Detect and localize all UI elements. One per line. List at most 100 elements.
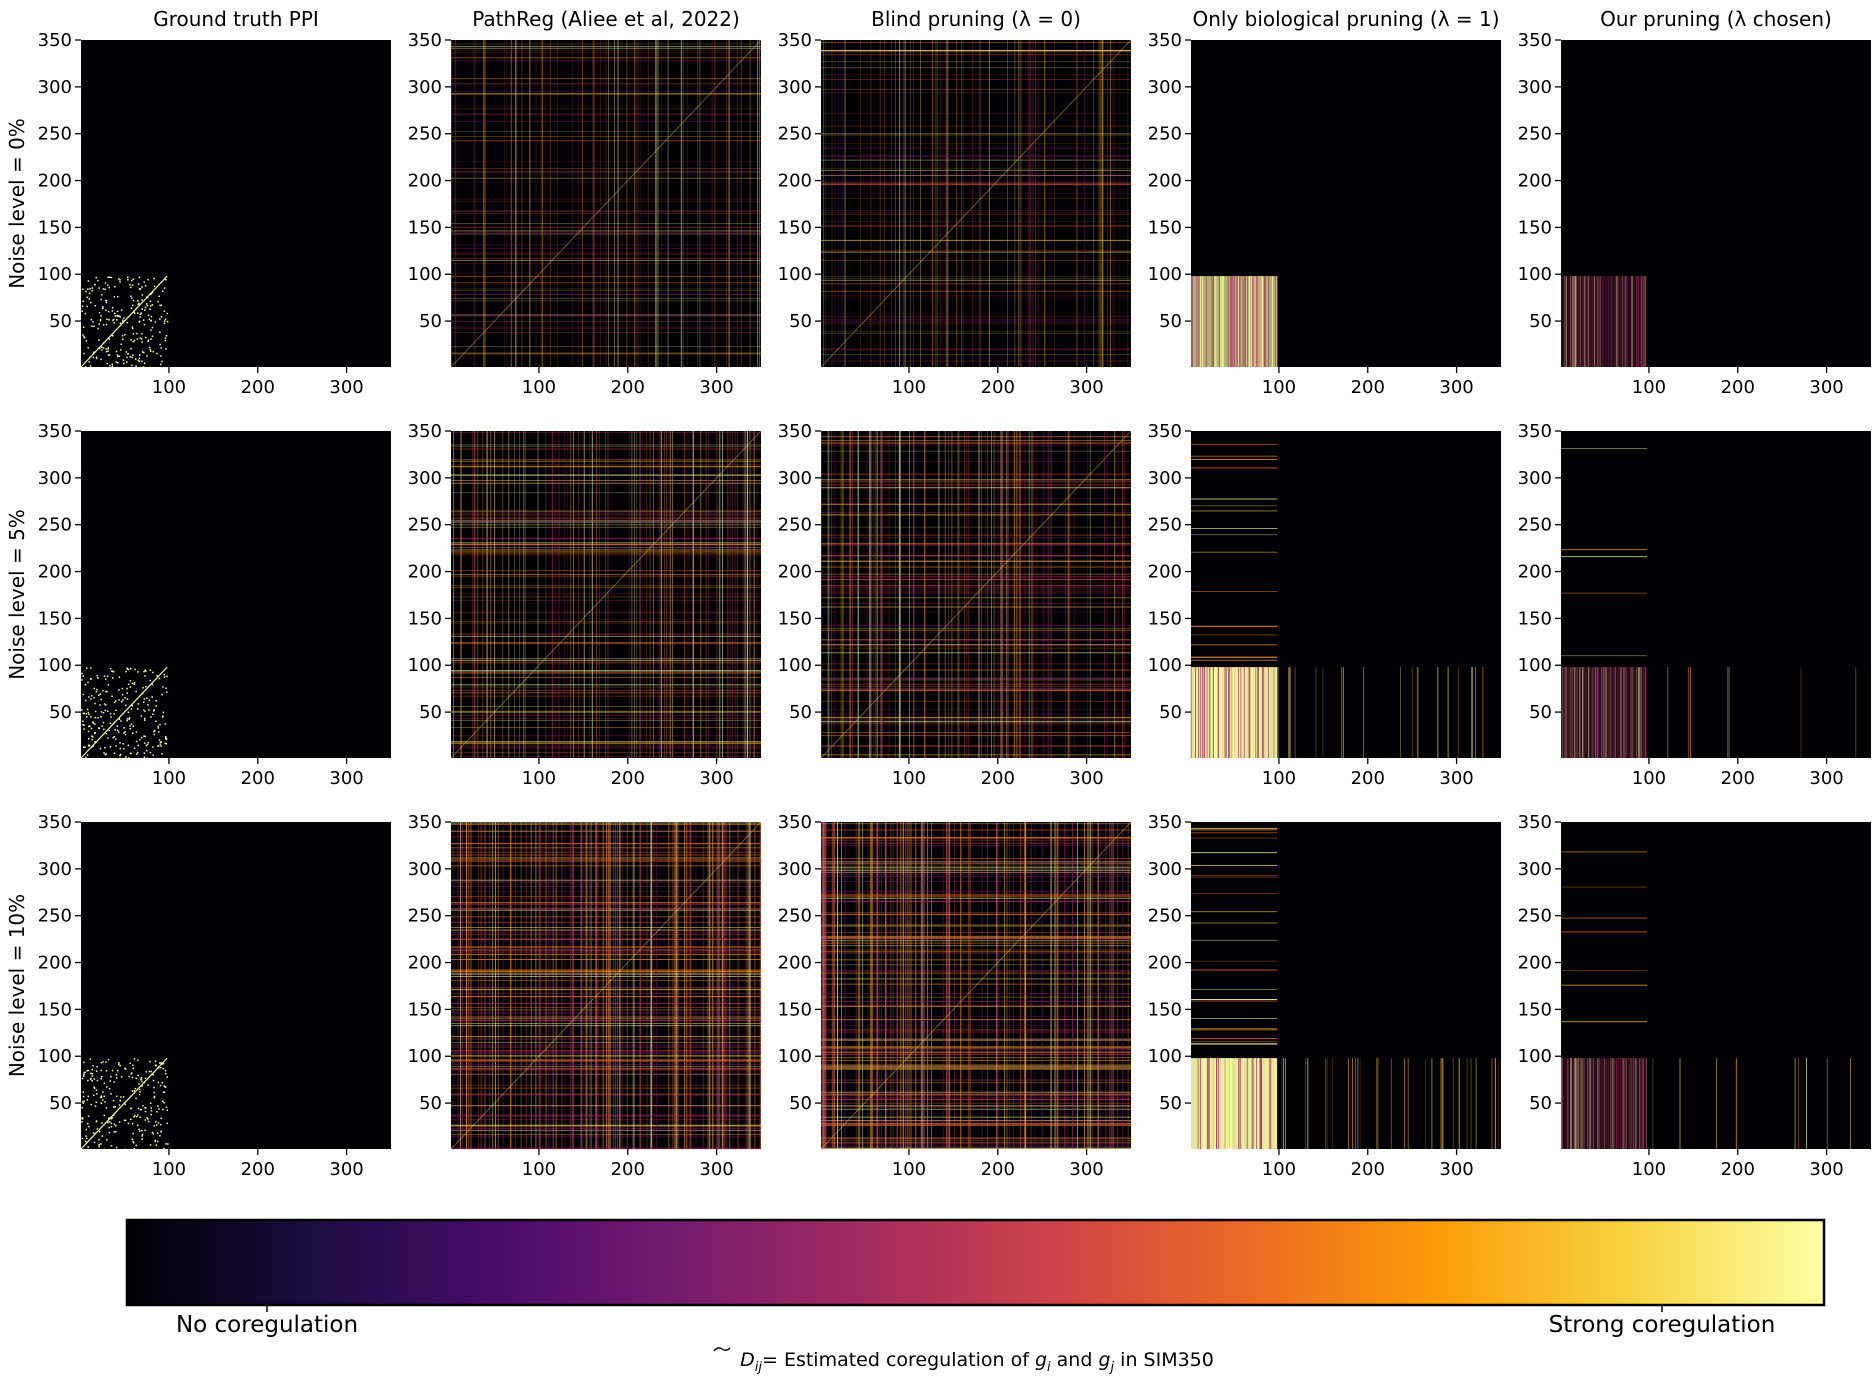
- heatmap-panel: 50 100 150 200 250 300 350 100 200 300: [408, 421, 762, 789]
- y-tick-label: 250: [1518, 906, 1552, 927]
- panels-grid: Ground truth PPI PathReg (Aliee et al, 20…: [5, 7, 1871, 1180]
- panel-texture: [1561, 851, 1851, 1149]
- y-tick-label: 250: [38, 906, 72, 927]
- x-tick-label: 200: [1721, 768, 1755, 789]
- y-tick-label: 250: [778, 906, 812, 927]
- x-tick-label: 300: [329, 768, 363, 789]
- y-tick-label: 300: [408, 468, 442, 489]
- x-tick-label: 300: [699, 1159, 733, 1180]
- y-tick-label: 100: [1148, 1046, 1182, 1067]
- y-tick-label: 350: [1148, 812, 1182, 833]
- panel-texture: [1191, 276, 1278, 367]
- panel-texture: [1561, 448, 1857, 758]
- panel-texture: [80, 275, 169, 369]
- y-tick-label: 100: [38, 1046, 72, 1067]
- y-tick-label: 100: [1148, 264, 1182, 285]
- y-tick-label: 100: [38, 655, 72, 676]
- x-tick-label: 100: [892, 1159, 926, 1180]
- column-title: Blind pruning (λ = 0): [871, 7, 1081, 31]
- y-tick-label: 150: [38, 608, 72, 629]
- x-tick-label: 200: [611, 1159, 645, 1180]
- heatmap-panel: 50 100 150 200 250 300 350 100 200 300: [1518, 30, 1871, 398]
- y-tick-label: 50: [49, 311, 72, 332]
- x-tick-label: 100: [152, 1159, 186, 1180]
- heatmap-panel: 50 100 150 200 250 300 350 100 200 300: [778, 421, 1132, 789]
- y-tick-label: 50: [1529, 311, 1552, 332]
- colorbar-gradient: [125, 1218, 1826, 1307]
- x-tick-label: 300: [699, 768, 733, 789]
- x-tick-label: 200: [1351, 768, 1385, 789]
- x-tick-label: 300: [1809, 1159, 1843, 1180]
- y-tick-label: 200: [1518, 562, 1552, 583]
- y-tick-label: 150: [1148, 217, 1182, 238]
- x-tick-label: 100: [152, 377, 186, 398]
- colorbar-low-label: No coregulation: [176, 1312, 358, 1338]
- y-tick-label: 200: [408, 171, 442, 192]
- x-tick-label: 200: [981, 1159, 1015, 1180]
- y-tick-label: 250: [38, 124, 72, 145]
- x-tick-label: 100: [1632, 768, 1666, 789]
- x-tick-label: 300: [1439, 1159, 1473, 1180]
- y-tick-label: 50: [1159, 1093, 1182, 1114]
- panel-texture: [80, 666, 168, 760]
- y-tick-label: 300: [1518, 859, 1552, 880]
- y-tick-label: 50: [1529, 702, 1552, 723]
- tilde-icon: [713, 1347, 731, 1352]
- y-tick-label: 350: [778, 812, 812, 833]
- y-tick-label: 350: [38, 421, 72, 442]
- y-tick-label: 50: [1159, 702, 1182, 723]
- x-tick-label: 200: [611, 768, 645, 789]
- y-tick-label: 200: [1148, 953, 1182, 974]
- heatmap-panel: 50 100 150 200 250 300 350 100 200 300: [38, 421, 391, 789]
- y-tick-label: 50: [419, 1093, 442, 1114]
- y-tick-label: 150: [778, 217, 812, 238]
- y-tick-label: 250: [778, 124, 812, 145]
- heatmap-panel: 50 100 150 200 250 300 350 100 200 300: [1148, 30, 1501, 398]
- y-tick-label: 300: [38, 468, 72, 489]
- y-tick-label: 100: [1148, 655, 1182, 676]
- y-tick-label: 300: [38, 859, 72, 880]
- y-tick-label: 100: [778, 655, 812, 676]
- y-tick-label: 250: [408, 906, 442, 927]
- y-tick-label: 250: [1148, 515, 1182, 536]
- x-tick-label: 200: [241, 1159, 275, 1180]
- y-tick-label: 50: [1159, 311, 1182, 332]
- y-tick-label: 50: [419, 702, 442, 723]
- heatmap-panel: 50 100 150 200 250 300 350 100 200 300: [1148, 421, 1501, 789]
- y-tick-label: 200: [408, 953, 442, 974]
- column-title: Our pruning (λ chosen): [1600, 7, 1832, 31]
- x-tick-label: 200: [1351, 1159, 1385, 1180]
- y-tick-label: 50: [49, 702, 72, 723]
- panel-texture: [450, 821, 762, 1150]
- x-tick-label: 300: [1439, 768, 1473, 789]
- panel-texture: [820, 39, 1132, 368]
- x-tick-label: 100: [152, 768, 186, 789]
- x-tick-label: 300: [1069, 1159, 1103, 1180]
- panel-texture: [1561, 276, 1648, 367]
- heatmap-panel: 50 100 150 200 250 300 350 100 200 300: [408, 30, 762, 398]
- column-title: PathReg (Aliee et al, 2022): [472, 7, 740, 31]
- y-tick-label: 250: [38, 515, 72, 536]
- x-tick-label: 300: [329, 377, 363, 398]
- x-tick-label: 200: [1351, 377, 1385, 398]
- y-tick-label: 150: [38, 999, 72, 1020]
- y-tick-label: 200: [778, 953, 812, 974]
- panel-texture: [820, 430, 1132, 759]
- row-label: Noise level = 10%: [5, 894, 29, 1077]
- colorbar: No coregulation Strong coregulation Dij=…: [125, 1218, 1826, 1375]
- y-tick-label: 150: [1518, 608, 1552, 629]
- y-tick-label: 100: [1518, 655, 1552, 676]
- y-tick-label: 200: [778, 171, 812, 192]
- x-tick-label: 100: [1632, 377, 1666, 398]
- y-tick-label: 150: [408, 999, 442, 1020]
- x-tick-label: 300: [1439, 377, 1473, 398]
- x-tick-label: 100: [1632, 1159, 1666, 1180]
- panel-texture: [820, 821, 1132, 1150]
- y-tick-label: 50: [789, 702, 812, 723]
- y-tick-label: 150: [408, 608, 442, 629]
- y-tick-label: 200: [1148, 562, 1182, 583]
- colorbar-caption: Dij= Estimated coregulation of gi and gj…: [740, 1349, 1214, 1375]
- heatmap-panel: 50 100 150 200 250 300 350 100 200 300: [408, 812, 762, 1180]
- x-tick-label: 200: [981, 377, 1015, 398]
